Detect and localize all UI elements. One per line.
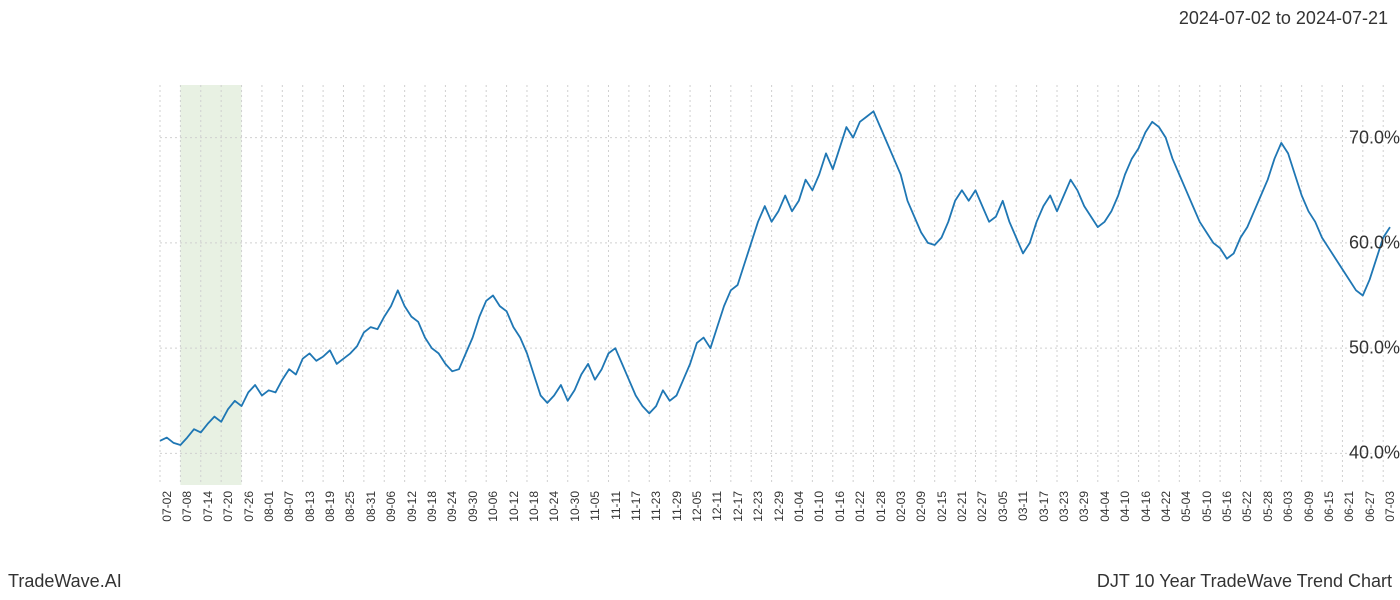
x-tick-label: 05-22 bbox=[1240, 491, 1254, 522]
x-tick-label: 04-16 bbox=[1139, 491, 1153, 522]
x-tick-label: 05-10 bbox=[1200, 491, 1214, 522]
chart-area: 40.0% 50.0% 60.0% 70.0% 07-02 07-08 07-14 07-2… bbox=[0, 40, 1400, 550]
x-tick-label: 10-06 bbox=[486, 491, 500, 522]
x-tick-label: 11-17 bbox=[629, 491, 643, 521]
x-tick-label: 08-07 bbox=[282, 491, 296, 522]
x-tick-label: 09-30 bbox=[466, 491, 480, 522]
x-tick-label: 09-06 bbox=[384, 491, 398, 522]
x-tick-label: 10-12 bbox=[507, 491, 521, 522]
x-tick-label: 08-31 bbox=[364, 491, 378, 522]
y-tick-label: 40.0% bbox=[1260, 443, 1400, 464]
x-tick-label: 06-27 bbox=[1363, 491, 1377, 522]
x-tick-label: 03-05 bbox=[996, 491, 1010, 522]
x-tick-label: 07-08 bbox=[180, 491, 194, 522]
chart-title: DJT 10 Year TradeWave Trend Chart bbox=[1097, 571, 1392, 592]
x-tick-label: 01-22 bbox=[853, 491, 867, 522]
x-tick-label: 01-10 bbox=[812, 491, 826, 522]
x-tick-label: 11-29 bbox=[670, 491, 684, 521]
x-tick-label: 07-03 bbox=[1383, 491, 1397, 522]
x-tick-label: 05-04 bbox=[1179, 491, 1193, 522]
x-tick-label: 01-28 bbox=[874, 491, 888, 522]
x-tick-label: 04-04 bbox=[1098, 491, 1112, 522]
x-tick-label: 08-13 bbox=[303, 491, 317, 522]
x-tick-label: 07-14 bbox=[201, 491, 215, 522]
x-tick-label: 09-12 bbox=[405, 491, 419, 522]
trend-chart-svg bbox=[0, 40, 1400, 550]
highlight-band bbox=[180, 85, 241, 485]
x-tick-label: 02-15 bbox=[935, 491, 949, 522]
x-tick-label: 02-09 bbox=[914, 491, 928, 522]
x-tick-label: 06-03 bbox=[1281, 491, 1295, 522]
x-tick-label: 04-10 bbox=[1118, 491, 1132, 522]
x-tick-label: 03-17 bbox=[1037, 491, 1051, 522]
x-tick-label: 08-01 bbox=[262, 491, 276, 522]
x-tick-label: 06-21 bbox=[1342, 491, 1356, 522]
x-tick-label: 02-03 bbox=[894, 491, 908, 522]
x-tick-label: 09-18 bbox=[425, 491, 439, 522]
x-tick-label: 01-16 bbox=[833, 491, 847, 522]
y-tick-label: 50.0% bbox=[1260, 338, 1400, 359]
x-tick-label: 12-05 bbox=[690, 491, 704, 522]
x-tick-label: 10-30 bbox=[568, 491, 582, 522]
x-tick-label: 07-02 bbox=[160, 491, 174, 522]
x-tick-label: 08-19 bbox=[323, 491, 337, 522]
x-tick-label: 05-16 bbox=[1220, 491, 1234, 522]
x-tick-label: 12-11 bbox=[710, 491, 724, 521]
x-tick-label: 11-05 bbox=[588, 491, 602, 521]
x-tick-label: 03-29 bbox=[1077, 491, 1091, 522]
x-tick-label: 07-20 bbox=[221, 491, 235, 522]
x-tick-label: 04-22 bbox=[1159, 491, 1173, 522]
x-tick-label: 10-24 bbox=[547, 491, 561, 522]
x-tick-label: 06-15 bbox=[1322, 491, 1336, 522]
x-tick-label: 12-17 bbox=[731, 491, 745, 522]
x-tick-label: 03-23 bbox=[1057, 491, 1071, 522]
x-tick-label: 08-25 bbox=[343, 491, 357, 522]
x-tick-label: 12-29 bbox=[772, 491, 786, 522]
x-tick-label: 10-18 bbox=[527, 491, 541, 522]
y-tick-label: 60.0% bbox=[1260, 232, 1400, 253]
date-range-label: 2024-07-02 to 2024-07-21 bbox=[1179, 8, 1388, 29]
y-tick-label: 70.0% bbox=[1260, 127, 1400, 148]
x-tick-label: 02-27 bbox=[975, 491, 989, 522]
x-tick-label: 02-21 bbox=[955, 491, 969, 522]
x-tick-label: 06-09 bbox=[1302, 491, 1316, 522]
brand-label: TradeWave.AI bbox=[8, 571, 122, 592]
x-tick-label: 07-26 bbox=[242, 491, 256, 522]
x-tick-label: 11-23 bbox=[649, 491, 663, 521]
x-tick-label: 09-24 bbox=[445, 491, 459, 522]
x-tick-label: 12-23 bbox=[751, 491, 765, 522]
x-tick-label: 05-28 bbox=[1261, 491, 1275, 522]
x-tick-label: 11-11 bbox=[609, 491, 623, 520]
x-tick-label: 01-04 bbox=[792, 491, 806, 522]
trend-line bbox=[160, 111, 1390, 445]
x-tick-label: 03-11 bbox=[1016, 491, 1030, 521]
